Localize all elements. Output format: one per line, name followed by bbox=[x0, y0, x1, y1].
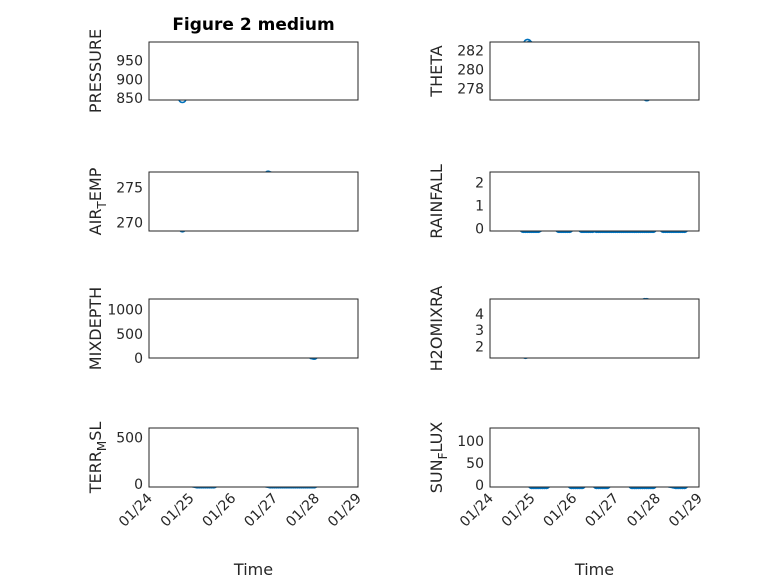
subplot-air-temp: 270 275 AIRTEMP bbox=[86, 167, 359, 235]
y-tick-label: 1000 bbox=[107, 303, 143, 319]
y-axis-label: RAINFALL bbox=[427, 164, 446, 239]
y-tick-label: 4 bbox=[475, 307, 484, 323]
y-tick-label: 0 bbox=[475, 478, 484, 494]
x-tick-label: 01/26 bbox=[200, 490, 240, 530]
x-tick-label: 01/27 bbox=[582, 491, 622, 531]
subplot-h2omixra: 234 H2OMIXRA bbox=[427, 286, 700, 372]
y-tick-label: 278 bbox=[457, 82, 484, 98]
axes-frame bbox=[489, 41, 700, 101]
x-axis-label: Time bbox=[233, 560, 273, 579]
y-tick-label: 500 bbox=[116, 327, 143, 343]
axes-frame bbox=[489, 427, 700, 488]
y-axis-label: MIXDEPTH bbox=[86, 287, 105, 370]
x-tick-label: 01/29 bbox=[666, 491, 706, 531]
y-axis-label: PRESSURE bbox=[86, 29, 105, 113]
x-tick-label: 01/29 bbox=[325, 491, 365, 531]
y-axis-label: TERRMSL bbox=[86, 422, 109, 495]
x-tick-label: 01/26 bbox=[541, 490, 581, 530]
x-tick-label: 01/27 bbox=[241, 491, 281, 531]
axes-frame bbox=[148, 171, 359, 232]
y-axis-label: THETA bbox=[427, 45, 446, 97]
y-tick-label: 270 bbox=[116, 216, 143, 232]
axes-frame bbox=[148, 41, 359, 101]
subplot-rainfall: 0 1 2 RAINFALL bbox=[427, 164, 700, 239]
x-tick-label: 01/25 bbox=[158, 491, 198, 531]
y-tick-label: 0 bbox=[134, 351, 143, 367]
y-tick-label: 950 bbox=[116, 54, 143, 70]
y-tick-label: 50 bbox=[466, 456, 484, 472]
y-tick-label: 280 bbox=[457, 63, 484, 79]
y-tick-label: 900 bbox=[116, 72, 143, 88]
axes-frame bbox=[148, 427, 359, 488]
subplot-pressure: 850 900 950 PRESSURE bbox=[86, 29, 359, 113]
subplot-theta: 278 280 282 THETA bbox=[427, 38, 700, 102]
y-tick-label: 275 bbox=[116, 180, 143, 196]
x-axis-label: Time bbox=[574, 560, 614, 579]
y-axis-label: H2OMIXRA bbox=[427, 286, 446, 372]
x-tick-label: 01/24 bbox=[457, 490, 497, 530]
x-tick-label: 01/24 bbox=[116, 490, 156, 530]
y-tick-label: 0 bbox=[475, 222, 484, 238]
y-tick-label: 500 bbox=[116, 430, 143, 446]
y-tick-label: 0 bbox=[134, 477, 143, 493]
x-tick-label: 01/25 bbox=[499, 491, 539, 531]
axes-frame bbox=[489, 298, 700, 359]
y-axis-label: AIRTEMP bbox=[86, 167, 109, 235]
axes-frame bbox=[489, 171, 700, 232]
y-tick-label: 3 bbox=[475, 323, 484, 339]
y-tick-label: 282 bbox=[457, 44, 484, 60]
x-tick-label: 01/28 bbox=[624, 491, 664, 531]
figure-title: Figure 2 medium bbox=[172, 15, 334, 35]
subplot-sun-flux: 0 50 100 SUNFLUX 01/24 01/25 01/26 01/27 01/28 01… bbox=[427, 422, 706, 579]
x-tick-label: 01/28 bbox=[283, 491, 323, 531]
y-axis-label: SUNFLUX bbox=[427, 422, 450, 494]
axes-frame bbox=[148, 298, 359, 359]
y-tick-label: 100 bbox=[457, 434, 484, 450]
subplot-terr-msl: 0 500 TERRMSL 01/24 01/25 01/26 01/27 01/28 01/2… bbox=[86, 422, 365, 579]
y-tick-label: 850 bbox=[116, 91, 143, 107]
y-tick-label: 2 bbox=[475, 175, 484, 191]
y-tick-label: 1 bbox=[475, 199, 484, 215]
y-tick-label: 2 bbox=[475, 340, 484, 356]
